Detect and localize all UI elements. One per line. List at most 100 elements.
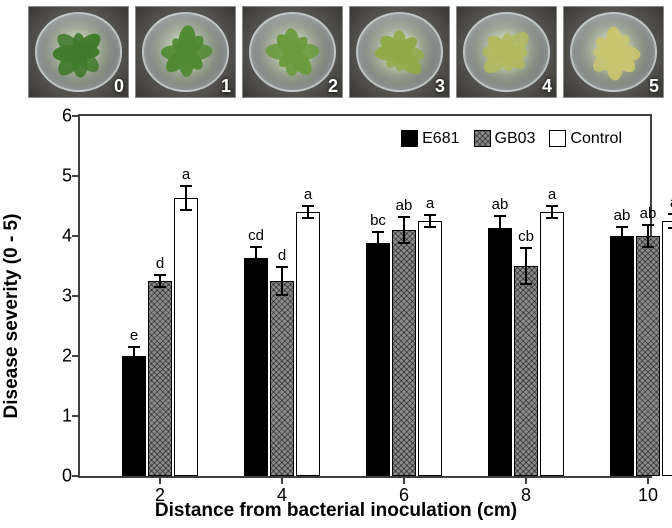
error-cap [616,244,628,246]
error-bar [647,225,649,247]
bar-e681-2 [122,356,146,476]
bar-control-2 [174,198,198,476]
sig-label: e [130,327,138,344]
ytick-label: 4 [50,226,72,247]
error-cap [302,205,314,207]
error-bar [255,247,257,269]
bar-control-6 [418,221,442,476]
error-cap [494,239,506,241]
error-cap [424,226,436,228]
ytick-label: 6 [50,106,72,127]
xtick-label: 10 [638,485,658,506]
error-cap [642,246,654,248]
photo-scale-label: 4 [542,76,552,97]
photo-scale-label: 2 [328,76,338,97]
legend-item-gb03: GB03 [474,130,536,148]
bar-control-4 [296,212,320,476]
error-cap [276,266,288,268]
legend-label: Control [570,130,622,147]
petri-photo-4: 4 [456,6,557,98]
bar-gb03-4 [270,281,294,476]
bar-gb03-6 [392,230,416,476]
petri-photo-3: 3 [349,6,450,98]
error-cap [302,217,314,219]
sig-label: d [156,255,164,272]
legend-label: E681 [422,130,459,147]
plot-area: E681GB03Control 01234562eda4cdda6bcaba8a… [78,114,652,478]
error-cap [180,209,192,211]
error-cap [520,247,532,249]
error-cap [398,216,410,218]
error-bar [377,232,379,254]
photo-scale-label: 5 [649,76,659,97]
error-cap [128,364,140,366]
photo-scale-label: 1 [221,76,231,97]
xtick-label: 8 [521,485,531,506]
error-cap [372,231,384,233]
bar-gb03-10 [636,236,660,476]
error-cap [276,294,288,296]
error-cap [154,274,166,276]
petri-photo-0: 0 [28,6,129,98]
legend-label: GB03 [495,130,536,147]
bar-control-8 [540,212,564,476]
sig-label: ab [640,205,657,222]
photo-scale-label: 0 [114,76,124,97]
bar-e681-4 [244,258,268,476]
error-cap [642,224,654,226]
sig-label: a [304,186,312,203]
error-cap [546,217,558,219]
ytick-label: 0 [50,466,72,487]
sig-label: a [182,166,190,183]
figure: 0 1 2 3 4 5 Disease severity (0 - 5) E681 GB03… [0,0,672,528]
error-cap [616,226,628,228]
sig-label: ab [396,197,413,214]
error-cap [250,268,262,270]
ytick-label: 2 [50,346,72,367]
error-bar [133,347,135,365]
legend-swatch [474,130,491,147]
ytick-label: 5 [50,166,72,187]
sig-label: d [278,247,286,264]
sig-label: ab [614,207,631,224]
bar-e681-10 [610,236,634,476]
sig-label: a [426,195,434,212]
legend-item-e681: E681 [401,130,459,148]
sig-label: bc [370,212,386,229]
chart-region: Disease severity (0 - 5) E681 GB03 Control… [0,104,672,528]
petri-photo-5: 5 [563,6,664,98]
petri-photo-2: 2 [242,6,343,98]
error-bar [499,216,501,240]
error-cap [668,213,672,215]
error-cap [398,242,410,244]
bar-gb03-2 [148,281,172,476]
photo-scale-label: 3 [435,76,445,97]
error-cap [520,283,532,285]
legend: E681 GB03 Control [401,130,622,148]
bar-gb03-8 [514,266,538,476]
error-cap [128,346,140,348]
error-cap [154,286,166,288]
photo-strip: 0 1 2 3 4 5 [28,6,664,98]
bar-e681-6 [366,243,390,476]
legend-swatch [401,130,418,147]
legend-item-control: Control [549,130,622,148]
error-bar [403,217,405,243]
error-cap [668,227,672,229]
error-bar [525,248,527,284]
sig-label: cd [248,227,264,244]
error-bar [621,227,623,245]
error-bar [281,267,283,295]
sig-label: ab [492,196,509,213]
bar-e681-8 [488,228,512,476]
error-cap [494,215,506,217]
y-axis-title: Disease severity (0 - 5) [1,214,23,419]
sig-label: a [548,186,556,203]
sig-label: cb [518,228,534,245]
ytick-label: 1 [50,406,72,427]
bar-control-10 [662,221,672,476]
petri-photo-1: 1 [135,6,236,98]
error-cap [424,214,436,216]
ytick-label: 3 [50,286,72,307]
legend-swatch [549,130,566,147]
